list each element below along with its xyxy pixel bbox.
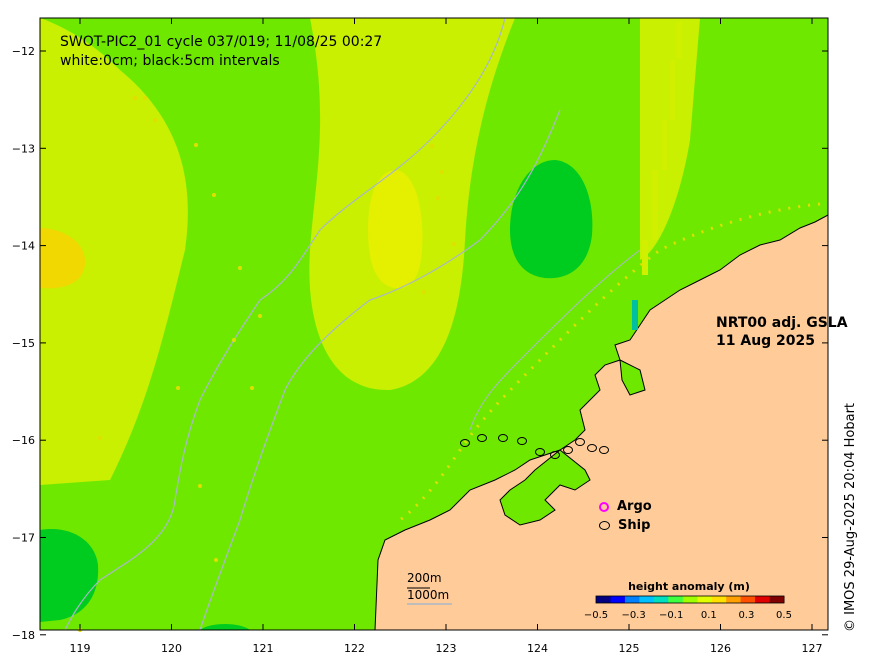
anomaly-low-south [200, 624, 250, 630]
y-axis: −12 −13 −14 −15 −16 −17 −18 [12, 45, 828, 642]
product-date: 11 Aug 2025 [716, 333, 816, 349]
x-tick-label: 126 [710, 642, 731, 655]
anomaly-peak-west [40, 228, 85, 289]
colorbar-segment [711, 596, 727, 603]
y-tick-label: −16 [12, 434, 35, 447]
x-tick-label: 125 [619, 642, 640, 655]
swot-track-low [632, 300, 638, 330]
colorbar-tick-label: −0.5 [584, 610, 608, 621]
colorbar-tick-label: −0.1 [659, 610, 683, 621]
y-tick-label: −12 [12, 45, 35, 58]
y-tick-label: −18 [12, 629, 35, 642]
y-tick-label: −14 [12, 240, 35, 253]
colorbar-segment [639, 596, 655, 603]
colorbar-segment [726, 596, 742, 603]
inlet-north [619, 359, 646, 396]
y-tick-label: −15 [12, 337, 35, 350]
colorbar-segment [769, 596, 785, 603]
map-frame [39, 17, 829, 631]
plot-title-line2: white:0cm; black:5cm intervals [60, 53, 280, 69]
coastal-dots [399, 202, 821, 522]
colorbar-segment [624, 596, 640, 603]
shelf-contour [64, 17, 506, 631]
legend-argo-label: Argo [617, 499, 652, 514]
legend-argo: Argo [599, 499, 652, 514]
anomaly-low-east [510, 160, 593, 279]
colorbar-frame [595, 595, 785, 604]
land-kimberley [374, 214, 829, 631]
product-label: NRT00 adj. GSLA 11 Aug 2025 [716, 314, 848, 350]
product-name: NRT00 adj. GSLA [716, 315, 848, 331]
x-tick-label: 121 [253, 642, 274, 655]
x-tick-label: 124 [527, 642, 548, 655]
colorbar-segment [740, 596, 756, 603]
colorbar-tick-label: 0.3 [738, 610, 754, 621]
colorbar-segment [668, 596, 684, 603]
colorbar: −0.5 −0.3 −0.1 0.1 0.3 0.5 [584, 595, 792, 621]
observation-dots [78, 95, 456, 632]
x-tick-label: 127 [802, 642, 823, 655]
colorbar-segment [697, 596, 713, 603]
colorbar-tick-label: 0.5 [776, 610, 792, 621]
anomaly-high-west [40, 18, 188, 485]
colorbar-segment [682, 596, 698, 603]
x-tick-label: 120 [161, 642, 182, 655]
coast-shelf-line [469, 249, 641, 431]
anomaly-peak-central [368, 170, 423, 289]
credit-text: © IMOS 29-Aug-2025 20:04 Hobart [843, 402, 858, 632]
colorbar-segment [653, 596, 669, 603]
legend-ship-label: Ship [618, 518, 651, 533]
colorbar-title: height anomaly (m) [628, 580, 750, 593]
swot-track [642, 22, 682, 275]
x-axis: 119 120 121 122 123 124 125 126 127 [70, 18, 823, 655]
colorbar-tick-label: 0.1 [701, 610, 717, 621]
scale-label-short: 200m [407, 571, 442, 585]
ship-circle-icon [599, 521, 610, 530]
argo-circle-icon [599, 501, 609, 512]
y-tick-label: −13 [12, 142, 35, 155]
colorbar-segment [596, 596, 611, 603]
plot-title: SWOT-PIC2_01 cycle 037/019; 11/08/25 00:… [60, 33, 382, 71]
plot-title-line1: SWOT-PIC2_01 cycle 037/019; 11/08/25 00:… [60, 34, 383, 50]
ship-observations [460, 434, 609, 459]
slope-contour [199, 109, 561, 631]
scale-label-long: 1000m [407, 588, 450, 602]
colorbar-segment [755, 596, 771, 603]
x-tick-label: 123 [436, 642, 457, 655]
x-tick-label: 119 [70, 642, 91, 655]
x-tick-label: 122 [344, 642, 365, 655]
colorbar-tick-label: −0.3 [621, 610, 645, 621]
colorbar-segment [610, 596, 626, 603]
gulf-inlet [499, 449, 591, 526]
legend-ship: Ship [599, 518, 650, 533]
y-tick-label: −17 [12, 532, 35, 545]
